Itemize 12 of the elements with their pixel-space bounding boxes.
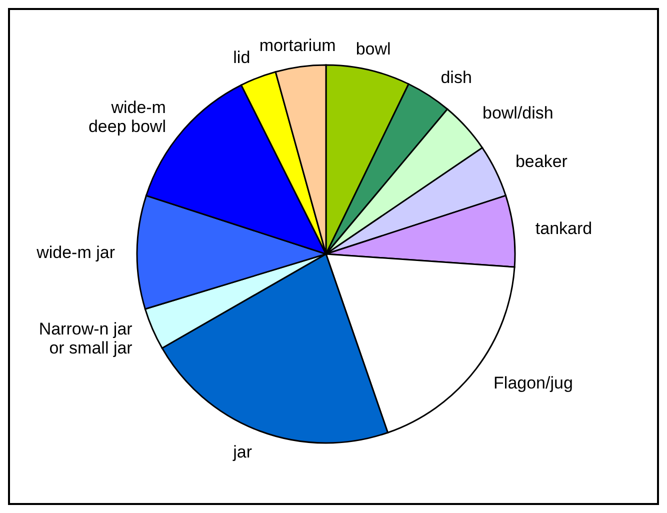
slice-label: tankard <box>535 219 592 238</box>
slice-label: dish <box>440 68 472 87</box>
slice-label: wide-m deep bowl <box>88 98 166 136</box>
slice-label: bowl <box>356 39 391 58</box>
slice-label: Narrow-n jar or small jar <box>38 319 133 358</box>
slice-label: bowl/dish <box>482 103 554 122</box>
slice-label: beaker <box>515 152 568 172</box>
slice-label: mortarium <box>259 36 336 55</box>
slice-label: Flagon/jug <box>494 373 573 392</box>
slice-label: jar <box>232 442 252 462</box>
slice-label: lid <box>233 48 250 68</box>
slice-label: wide-m jar <box>36 243 116 262</box>
